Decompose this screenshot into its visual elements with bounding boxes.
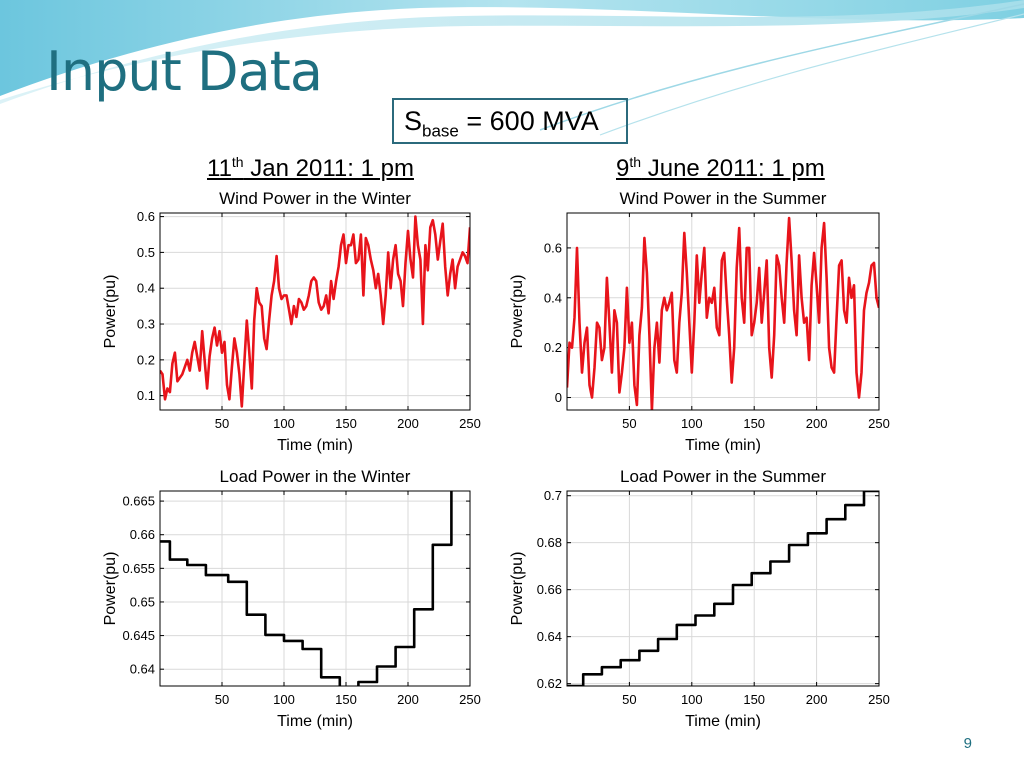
winter-wind-ylabel: Power(pu) [102,275,119,349]
summer-load-ytick-label-1: 0.64 [537,629,562,644]
summer-load-xlabel: Time (min) [685,713,761,730]
summer-wind-ytick-label-3: 0.6 [544,240,562,255]
winter-wind-xtick-label-4: 250 [459,416,481,431]
winter-wind-series-line [160,215,470,408]
summer-load-chart-title: Load Power in the Summer [620,467,826,486]
winter-wind-ytick-label-0: 0.1 [137,388,155,403]
winter-wind-ytick-label-5: 0.6 [137,209,155,224]
winter-wind-ytick-label-4: 0.5 [137,245,155,260]
sbase-box: Sbase = 600 MVA [392,98,628,144]
summer-load-ytick-label-4: 0.7 [544,488,562,503]
summer-wind-ytick-label-0: 0 [555,390,562,405]
winter-load-axes-frame [159,490,471,687]
winter-date-rest: Jan 2011: 1 pm [243,155,414,182]
winter-load-ytick-label-5: 0.665 [122,494,155,509]
winter-load-xtick-label-2: 150 [335,692,357,707]
summer-load-series-line [567,491,879,686]
winter-load-xlabel: Time (min) [277,713,353,730]
winter-load-ytick-label-4: 0.66 [130,527,155,542]
summer-wind-xtick-label-0: 50 [622,416,636,431]
winter-load-series-line [160,491,453,686]
winter-load-xtick-label-4: 250 [459,692,481,707]
summer-date-rest: June 2011: 1 pm [641,155,825,182]
summer-load-ylabel: Power(pu) [509,552,526,626]
winter-load-ytick-label-1: 0.645 [122,628,155,643]
winter-wind-axes-frame [159,212,471,411]
winter-wind-xtick-label-2: 150 [335,416,357,431]
summer-wind-xtick-label-1: 100 [681,416,703,431]
page-title: Input Data [46,40,323,103]
summer-load-xtick-label-4: 250 [868,692,890,707]
winter-wind-chart-title: Wind Power in the Winter [219,189,411,208]
summer-wind-xtick-label-3: 200 [806,416,828,431]
winter-wind-xtick-label-3: 200 [397,416,419,431]
summer-date-suffix: th [629,154,642,170]
winter-date-heading: 11th Jan 2011: 1 pm [207,154,414,183]
winter-wind-ytick-label-2: 0.3 [137,317,155,332]
summer-wind-ytick-label-2: 0.4 [544,290,562,305]
summer-wind-ytick-label-1: 0.2 [544,340,562,355]
winter-date-suffix: th [231,154,244,170]
header-wave-decoration [0,0,1024,136]
winter-wind-ytick-label-3: 0.4 [137,281,155,296]
summer-load-axes-frame [566,490,880,687]
summer-load-ytick-label-0: 0.62 [537,676,562,691]
summer-load-ytick-label-3: 0.68 [537,535,562,550]
summer-load-xtick-label-3: 200 [806,692,828,707]
summer-wind-chart-title: Wind Power in the Summer [620,189,827,208]
summer-wind-axes-frame [566,212,880,411]
winter-load-xtick-label-3: 200 [397,692,419,707]
winter-load-ylabel: Power(pu) [102,552,119,626]
winter-date-day: 11 [207,155,232,182]
winter-load-xtick-label-1: 100 [273,692,295,707]
winter-load-ytick-label-0: 0.64 [130,662,155,677]
sbase-symbol: S [404,106,423,136]
winter-wind-xlabel: Time (min) [277,437,353,454]
summer-wind-xlabel: Time (min) [685,437,761,454]
summer-wind-series-line [567,216,879,410]
page-number: 9 [963,735,972,752]
winter-wind-xtick-label-0: 50 [215,416,229,431]
summer-load-xtick-label-0: 50 [622,692,636,707]
winter-wind-xtick-label-1: 100 [273,416,295,431]
summer-load-xtick-label-2: 150 [743,692,765,707]
sbase-subscript: base [422,121,459,141]
winter-wind-ytick-label-1: 0.2 [137,352,155,367]
summer-load-ytick-label-2: 0.66 [537,582,562,597]
summer-date-day: 9 [616,155,630,182]
summer-wind-xtick-label-2: 150 [743,416,765,431]
winter-load-ytick-label-2: 0.65 [130,594,155,609]
winter-load-chart-title: Load Power in the Winter [220,467,411,486]
sbase-value: = 600 MVA [458,106,599,136]
winter-load-ytick-label-3: 0.655 [122,561,155,576]
summer-date-heading: 9th June 2011: 1 pm [616,154,825,183]
summer-wind-ylabel: Power(pu) [509,275,526,349]
summer-load-xtick-label-1: 100 [681,692,703,707]
winter-load-xtick-label-0: 50 [215,692,229,707]
summer-wind-xtick-label-4: 250 [868,416,890,431]
